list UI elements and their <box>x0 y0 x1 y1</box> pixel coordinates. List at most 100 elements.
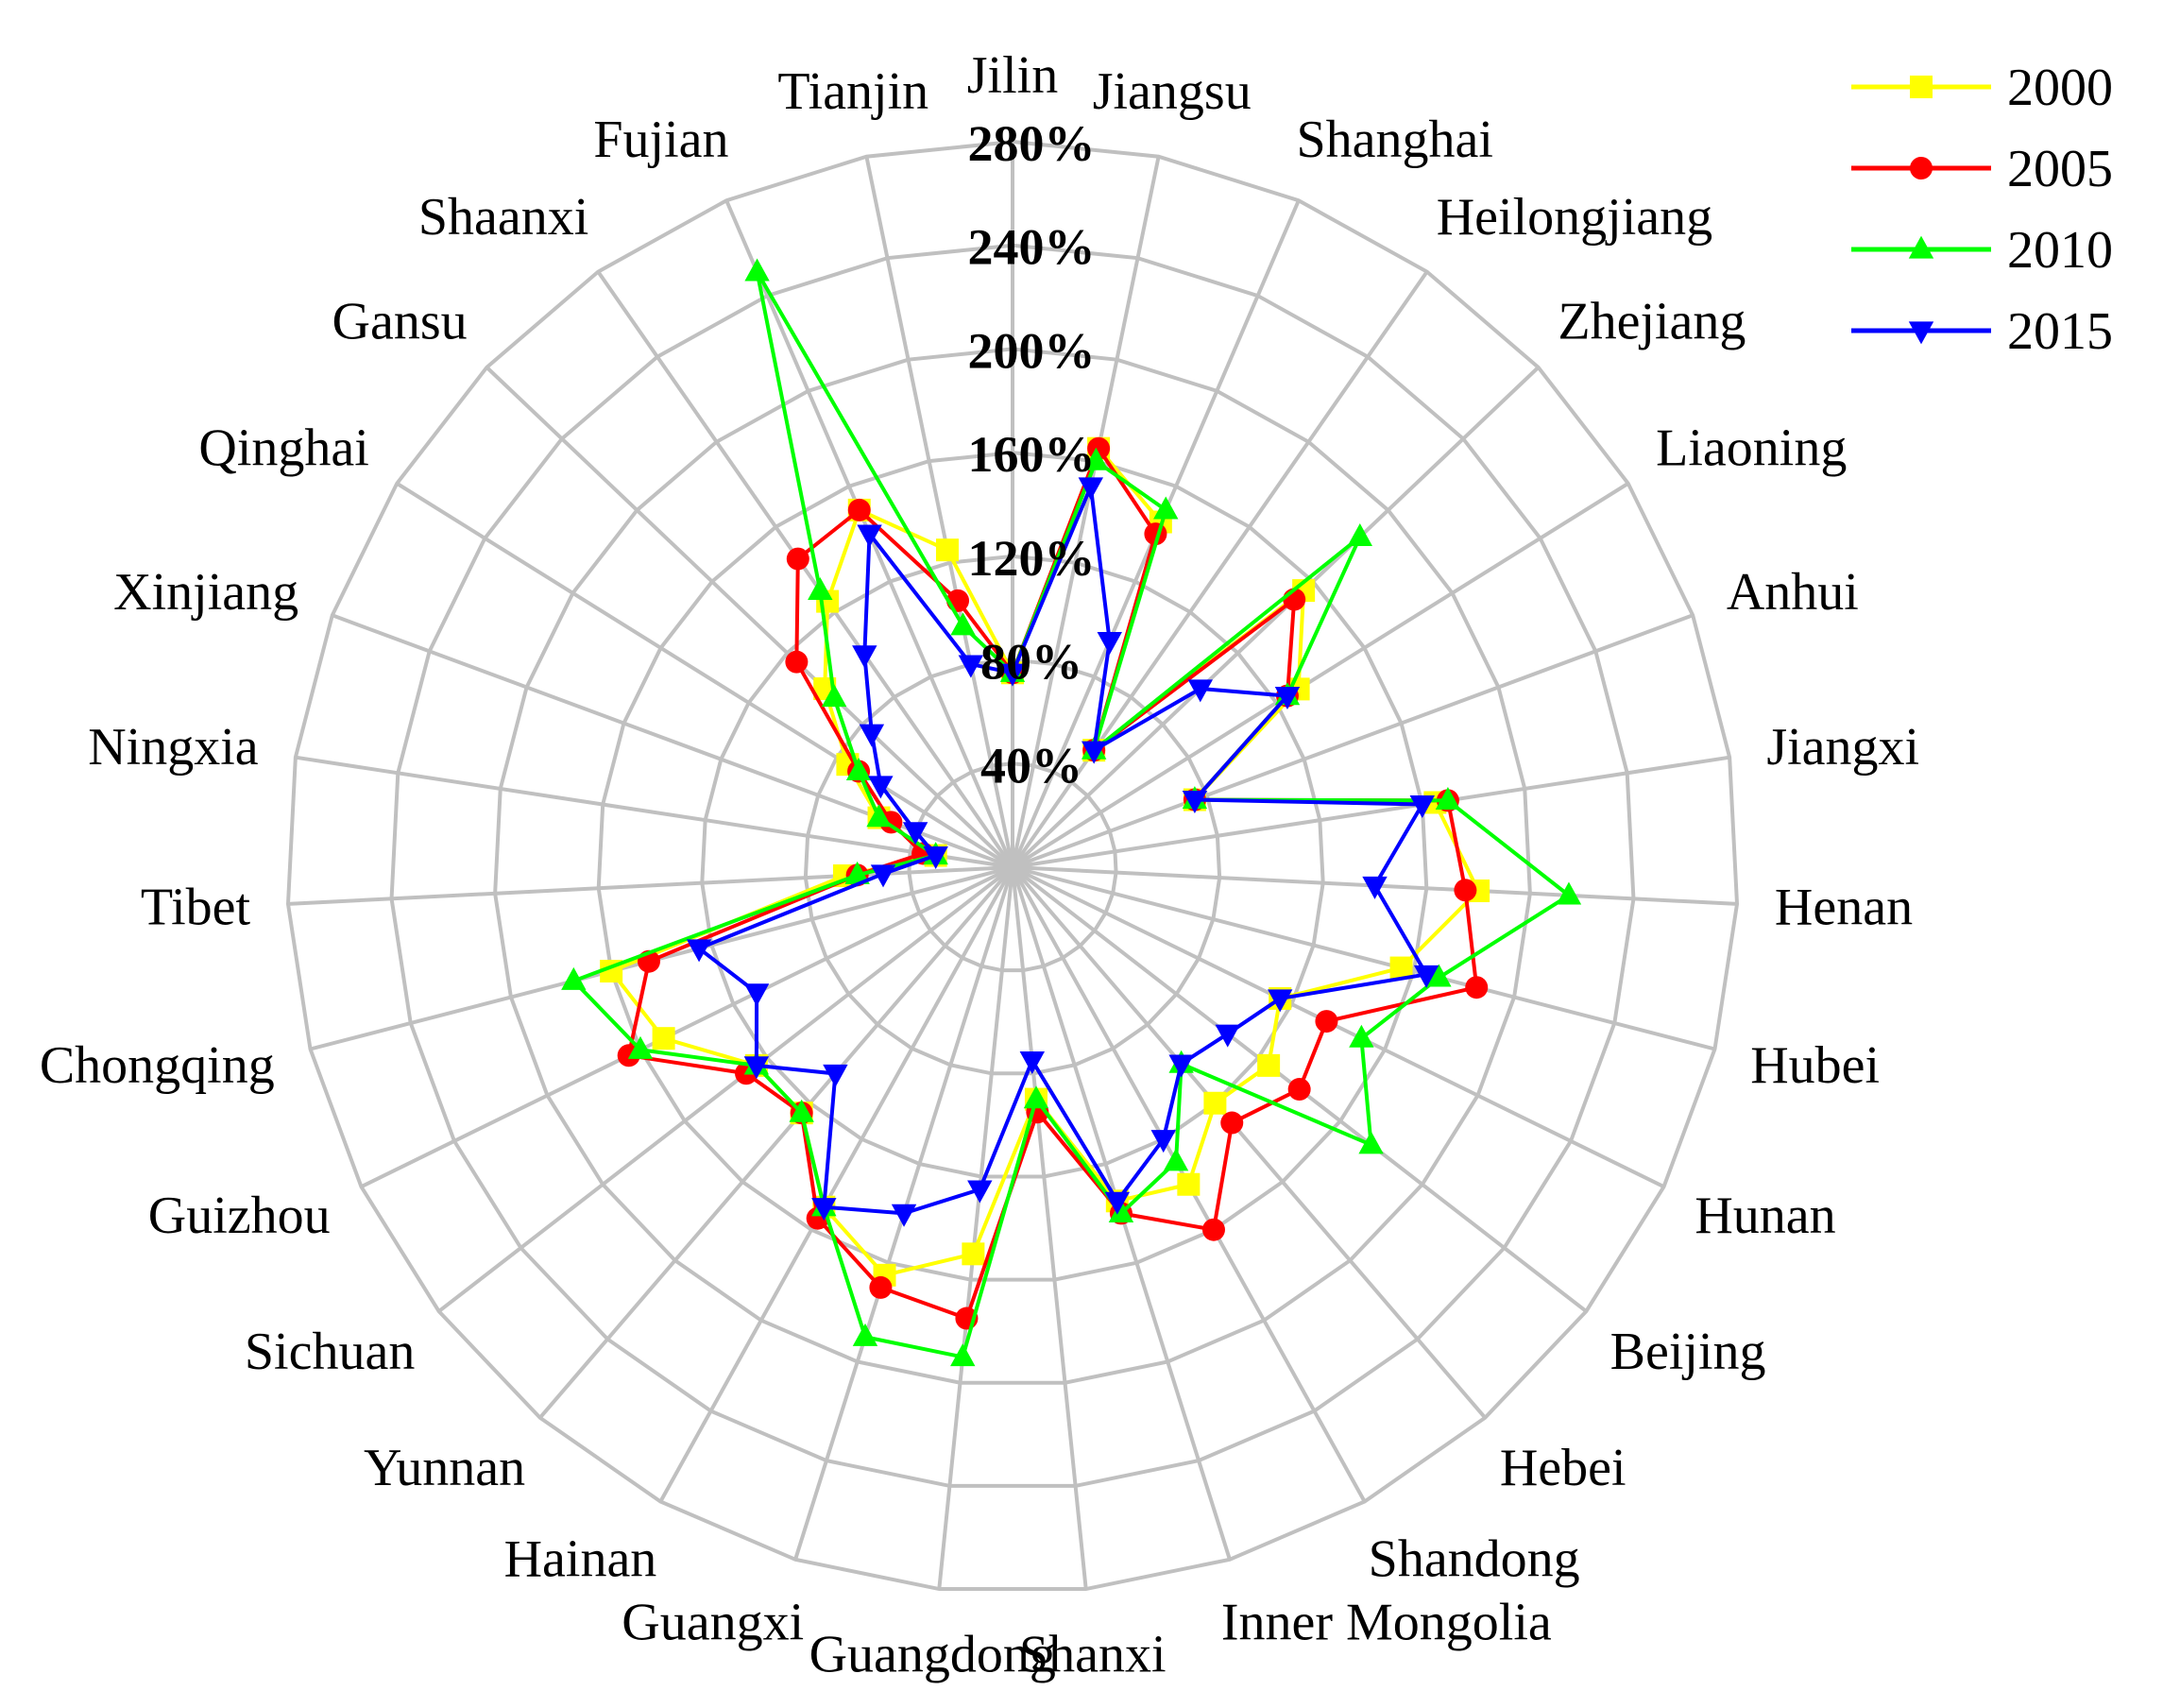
point-2010-shanghai <box>1153 496 1179 520</box>
legend-entry-2000: 2000 <box>1851 59 2113 117</box>
legend-label-2010: 2010 <box>2007 221 2113 280</box>
point-2010-beijing <box>1358 1131 1384 1154</box>
point-2010-tibet <box>844 861 870 884</box>
point-2010-tianjin <box>950 612 976 636</box>
spoke-hubei <box>1012 865 1715 1051</box>
tick-label-120: 120% <box>968 530 1096 587</box>
point-2015-hunan <box>1267 989 1293 1013</box>
spoke-anhui <box>1012 613 1694 869</box>
legend-label-2000: 2000 <box>2007 59 2113 117</box>
point-2015-henan <box>1362 876 1388 899</box>
spoke-tibet <box>287 865 1013 906</box>
point-2005-hunan <box>1315 1010 1338 1033</box>
point-2015-yunnan <box>823 1064 848 1087</box>
category-label-ningxia: Ningxia <box>88 718 259 777</box>
category-label-liaoning: Liaoning <box>1656 419 1847 478</box>
point-2010-yunnan <box>789 1099 814 1122</box>
point-2010-fujian <box>744 258 770 282</box>
legend-swatch-marker-2000 <box>1910 76 1933 98</box>
point-2000-tianjin <box>935 538 959 562</box>
category-label-chongqing: Chongqing <box>40 1036 275 1095</box>
category-label-hebei: Hebei <box>1500 1439 1627 1497</box>
point-2015-gansu <box>859 724 885 747</box>
spoke-tianjin <box>864 156 1014 868</box>
tick-label-80: 80% <box>980 634 1082 691</box>
point-2010-guangxi <box>852 1323 878 1346</box>
data-series <box>561 258 1582 1367</box>
point-2015-fujian <box>857 524 882 548</box>
point-2010-jiangsu <box>1083 447 1109 470</box>
point-2010-qinghai <box>845 758 872 781</box>
point-2015-heilongjiang <box>1081 741 1107 764</box>
spoke-jiangsu <box>1011 156 1161 868</box>
point-2000-hebei <box>1203 1091 1227 1115</box>
category-label-guangdong: Guangdong <box>809 1626 1056 1684</box>
point-2010-guizhou <box>627 1035 654 1059</box>
point-2015-shanghai <box>1097 631 1122 655</box>
category-label-fujian: Fujian <box>593 111 728 169</box>
point-2015-ningxia <box>923 845 948 869</box>
point-2010-gansu <box>821 684 847 708</box>
point-2015-shandong <box>1150 1130 1176 1153</box>
point-2010-guangdong <box>950 1343 976 1367</box>
point-2005-gansu <box>785 650 809 674</box>
point-2015-tibet <box>870 864 896 888</box>
point-2005-shaanxi <box>786 547 809 571</box>
point-2005-guangxi <box>869 1275 893 1299</box>
spoke-guizhou <box>360 865 1013 1189</box>
category-label-guizhou: Guizhou <box>148 1187 331 1245</box>
point-2015-guizhou <box>743 983 770 1007</box>
spoke-qinghai <box>396 482 1014 869</box>
point-2015-shaanxi <box>852 645 877 669</box>
radial-tick-labels: 40% 80% 120% 160% 200% 240% 280% <box>968 115 1096 794</box>
legend-entry-2010: 2010 <box>1851 221 2113 280</box>
radar-grid <box>285 139 1740 1592</box>
grid-ring-5 <box>493 347 1532 1385</box>
spoke-heilongjiang <box>1011 270 1429 869</box>
series-2015 <box>686 477 1439 1227</box>
category-label-henan: Henan <box>1775 878 1913 936</box>
grid-ring-4 <box>596 451 1429 1282</box>
point-2015-hebei <box>1168 1054 1194 1078</box>
category-label-jiangsu: Jiangsu <box>1093 62 1252 121</box>
point-2015-qinghai <box>868 776 894 799</box>
category-label-qinghai: Qinghai <box>198 419 368 478</box>
point-2000-shandong <box>1177 1172 1201 1196</box>
spoke-hunan <box>1012 865 1665 1189</box>
spoke-shaanxi <box>596 270 1014 869</box>
point-2005-henan <box>1454 879 1477 902</box>
spoke-ningxia <box>295 755 1013 869</box>
category-label-zhejiang: Zhejiang <box>1558 293 1746 351</box>
category-label-beijing: Beijing <box>1610 1323 1766 1381</box>
category-label-shanghai: Shanghai <box>1296 111 1492 169</box>
spoke-zhejiang <box>1011 366 1541 869</box>
point-2010-shaanxi <box>808 576 833 600</box>
point-2015-hainan <box>811 1198 837 1221</box>
category-label-sichuan: Sichuan <box>245 1323 415 1381</box>
point-2005-shandong <box>1201 1218 1225 1241</box>
category-label-shaanxi: Shaanxi <box>418 188 588 247</box>
point-2010-chongqing <box>561 966 587 990</box>
category-label-inner-mongolia: Inner Mongolia <box>1221 1594 1552 1652</box>
point-2015-inner-mongolia <box>1104 1191 1131 1215</box>
point-2000-guizhou <box>652 1027 675 1050</box>
tick-label-240: 240% <box>968 219 1096 276</box>
legend: 2000 2005 2010 2015 <box>1851 59 2113 361</box>
legend-swatch-marker-2005 <box>1910 157 1933 179</box>
category-label-heilongjiang: Heilongjiang <box>1437 188 1712 247</box>
category-label-jiangxi: Jiangxi <box>1766 718 1919 777</box>
spoke-yunnan <box>538 865 1014 1420</box>
point-2000-beijing <box>1257 1053 1281 1077</box>
point-2015-sichuan <box>743 1056 770 1080</box>
legend-swatch-marker-2015 <box>1908 321 1934 345</box>
point-2005-beijing <box>1287 1078 1311 1102</box>
category-label-hubei: Hubei <box>1750 1036 1880 1095</box>
category-label-shandong: Shandong <box>1369 1530 1580 1589</box>
point-2015-chongqing <box>686 939 712 963</box>
point-2015-guangdong <box>967 1180 993 1204</box>
legend-swatch-marker-2010 <box>1908 235 1934 259</box>
category-label-tibet: Tibet <box>141 878 251 936</box>
tick-label-160: 160% <box>968 426 1096 483</box>
tick-label-200: 200% <box>968 322 1096 379</box>
